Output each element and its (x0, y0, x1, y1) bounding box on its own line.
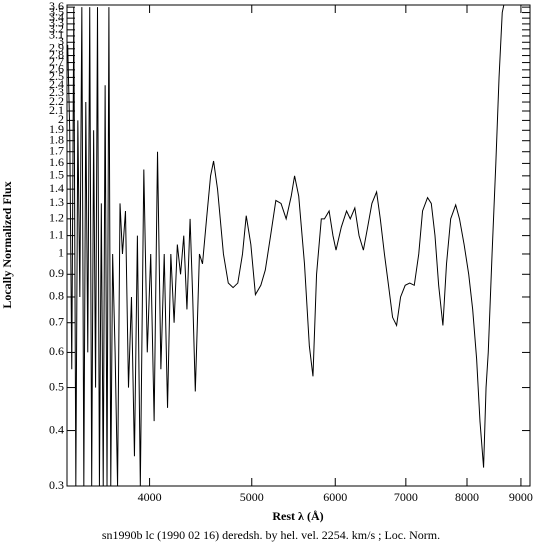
y-tick-label: 1.6 (49, 155, 64, 169)
x-axis-label: Rest λ (Å) (272, 509, 323, 523)
y-tick-label: 2.8 (49, 47, 64, 61)
x-tick-label: 9000 (509, 490, 533, 504)
y-tick-label: 3.5 (49, 4, 64, 18)
y-tick-label: 2.7 (49, 54, 64, 68)
y-tick-label: 3.4 (49, 10, 64, 24)
x-tick-label: 4000 (138, 490, 162, 504)
y-tick-label: 2 (58, 112, 64, 126)
y-tick-label: 1.9 (49, 122, 64, 136)
x-tick-label: 5000 (240, 490, 264, 504)
y-tick-label: 1.2 (49, 211, 64, 225)
y-tick-label: 0.6 (49, 344, 64, 358)
y-tick-label: 0.3 (49, 478, 64, 492)
y-axis-label: Locally Normalized Flux (0, 181, 14, 308)
y-tick-label: 2.3 (49, 85, 64, 99)
y-tick-label: 2.2 (49, 94, 64, 108)
plot-frame (66, 4, 531, 487)
spectrum-line (67, 4, 505, 487)
y-tick-label: 0.5 (49, 379, 64, 393)
y-tick-label: 3.2 (49, 22, 64, 36)
y-tick-label: 2.5 (49, 69, 64, 83)
y-tick-label: 1.5 (49, 168, 64, 182)
y-tick-label: 1 (58, 246, 64, 260)
y-tick-label: 0.8 (49, 289, 64, 303)
y-tick-label: 0.9 (49, 266, 64, 280)
y-tick-label: 3.1 (49, 28, 64, 42)
y-tick-label: 2.1 (49, 103, 64, 117)
y-tick-label: 1.3 (49, 195, 64, 209)
y-tick-label: 0.4 (49, 422, 64, 436)
y-tick-label: 1.4 (49, 181, 64, 195)
y-tick-label: 2.9 (49, 41, 64, 55)
y-tick-label: 1.7 (49, 143, 64, 157)
y-tick-label: 3 (58, 34, 64, 48)
y-tick-label: 2.6 (49, 62, 64, 76)
x-tick-label: 8000 (455, 490, 479, 504)
y-tick-label: 2.4 (49, 77, 64, 91)
y-tick-label: 3.3 (49, 16, 64, 30)
y-tick-label: 0.7 (49, 314, 64, 328)
y-tick-label: 1.8 (49, 132, 64, 146)
x-tick-label: 6000 (323, 490, 347, 504)
caption: sn1990b lc (1990 02 16) deredsh. by hel.… (102, 528, 440, 542)
y-tick-label: 3.6 (49, 0, 64, 13)
x-tick-label: 7000 (394, 490, 418, 504)
y-tick-label: 1.1 (49, 227, 64, 241)
